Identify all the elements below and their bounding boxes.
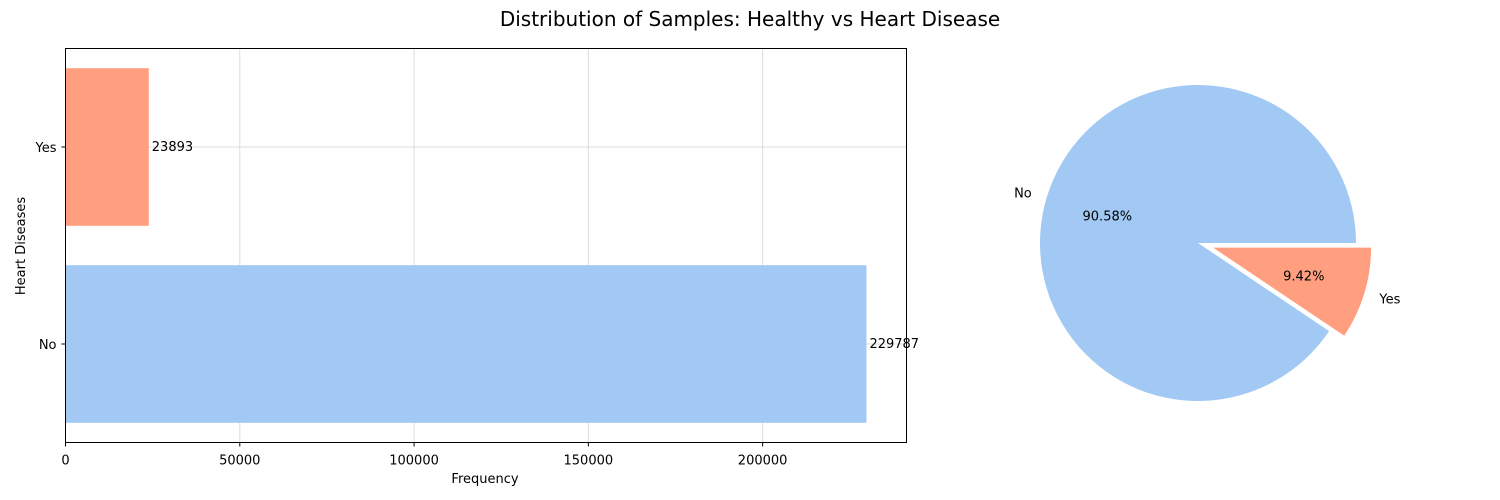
pie-percent-yes: 9.42% xyxy=(1283,269,1324,284)
bar-x-tick-label: 100000 xyxy=(389,454,439,469)
pie-label-no: No xyxy=(1014,186,1032,201)
pie-slice-yes xyxy=(1213,247,1372,336)
bar-y-tick-label-yes: Yes xyxy=(35,141,57,156)
bar-y-axis-label: Heart Diseases xyxy=(14,197,29,295)
bar-ticks: 0 50000 100000 150000 200000 No Yes xyxy=(35,141,788,469)
bar-yes xyxy=(65,68,149,226)
bar-x-tick-label: 200000 xyxy=(738,454,788,469)
pie-label-yes: Yes xyxy=(1378,292,1400,307)
bar-data-label-yes: 23893 xyxy=(152,140,193,155)
pie-percent-no: 90.58% xyxy=(1083,209,1133,224)
figure-title: Distribution of Samples: Healthy vs Hear… xyxy=(500,7,1000,31)
bar-x-tick-label: 0 xyxy=(61,454,69,469)
pie-slice-no xyxy=(1040,85,1356,402)
pie-chart: No 90.58% Yes 9.42% xyxy=(1014,85,1401,402)
bar-data-label-no: 229787 xyxy=(869,337,919,352)
bar-x-tick-label: 50000 xyxy=(219,454,260,469)
bar-no xyxy=(65,265,867,423)
bar-x-axis-label: Frequency xyxy=(451,472,518,487)
bar-marks: 229787 23893 xyxy=(65,68,919,423)
bar-plot-frame xyxy=(65,48,907,443)
bar-y-tick-label-no: No xyxy=(39,338,57,353)
bar-x-tick-label: 150000 xyxy=(564,454,614,469)
bar-chart: 229787 23893 0 50000 100000 150000 200000 No Ye… xyxy=(14,48,919,487)
